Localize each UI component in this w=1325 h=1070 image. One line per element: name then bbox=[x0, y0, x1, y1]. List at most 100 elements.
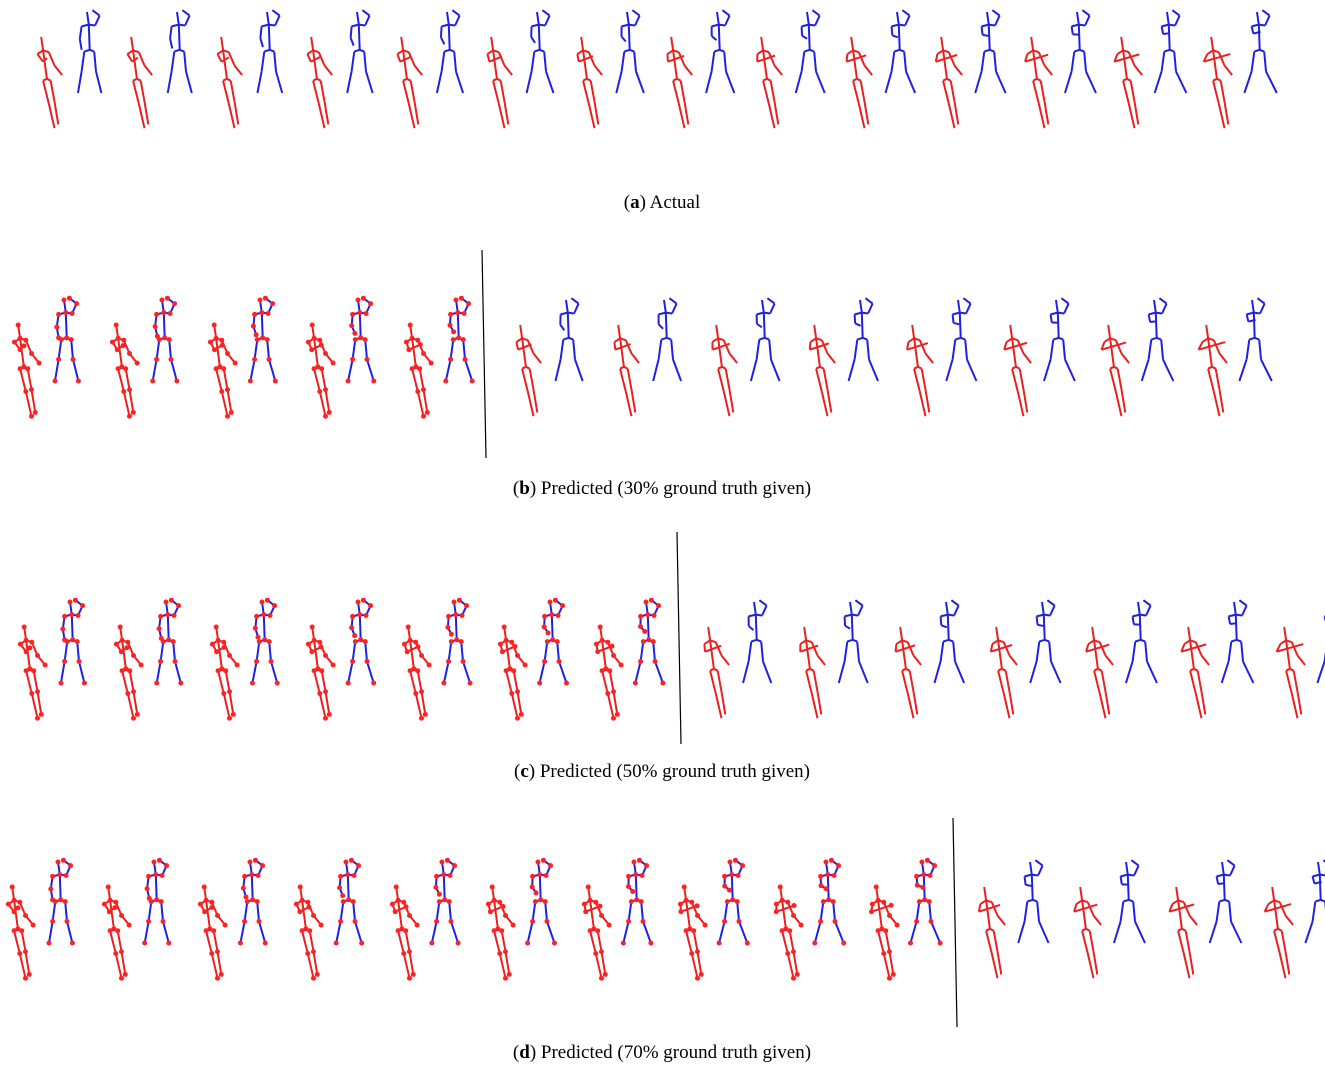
joint bbox=[352, 331, 357, 336]
bone bbox=[185, 16, 190, 26]
bone bbox=[810, 669, 814, 671]
joint bbox=[537, 681, 542, 686]
joint bbox=[75, 639, 80, 644]
bone bbox=[1133, 642, 1136, 662]
bone bbox=[252, 875, 253, 900]
bone bbox=[954, 606, 959, 616]
joint bbox=[646, 637, 651, 642]
bone bbox=[1280, 902, 1286, 915]
bone bbox=[1065, 71, 1072, 93]
bone bbox=[228, 390, 232, 413]
joint bbox=[639, 899, 644, 904]
bone bbox=[1100, 694, 1106, 719]
joint bbox=[515, 689, 520, 694]
bone bbox=[1072, 25, 1079, 27]
bone bbox=[222, 392, 228, 417]
bone bbox=[905, 16, 910, 26]
bone bbox=[1167, 12, 1169, 25]
bone bbox=[704, 644, 705, 652]
bone bbox=[982, 25, 989, 27]
bone bbox=[1252, 300, 1254, 313]
joint bbox=[23, 389, 28, 394]
bone bbox=[908, 694, 914, 719]
bone bbox=[1156, 313, 1157, 338]
bone bbox=[22, 931, 26, 952]
bone bbox=[1088, 902, 1094, 915]
bone bbox=[491, 37, 493, 50]
joint bbox=[317, 338, 322, 343]
bone bbox=[442, 52, 445, 72]
bone bbox=[822, 392, 828, 417]
joint bbox=[73, 598, 78, 603]
bone bbox=[1178, 931, 1184, 954]
bone bbox=[1208, 369, 1214, 392]
bone bbox=[82, 25, 89, 27]
joint bbox=[162, 335, 167, 340]
bone bbox=[664, 300, 666, 313]
bone bbox=[953, 314, 954, 323]
bone bbox=[963, 298, 970, 303]
bone bbox=[450, 50, 455, 52]
joint bbox=[443, 379, 448, 384]
bone bbox=[941, 642, 944, 662]
bone bbox=[353, 642, 356, 662]
bone bbox=[587, 79, 591, 81]
bone bbox=[621, 37, 625, 42]
joint bbox=[533, 899, 538, 904]
bone bbox=[802, 52, 805, 72]
bone bbox=[751, 359, 757, 381]
bone bbox=[182, 10, 189, 15]
joint bbox=[586, 885, 591, 890]
joint bbox=[209, 905, 214, 910]
bone bbox=[1211, 37, 1213, 50]
bone bbox=[804, 627, 806, 640]
bone bbox=[1254, 50, 1259, 52]
joint bbox=[331, 361, 336, 366]
bone bbox=[1229, 902, 1231, 922]
joint bbox=[437, 899, 442, 904]
bone bbox=[1056, 300, 1058, 313]
joint bbox=[887, 949, 892, 954]
joint bbox=[198, 902, 203, 907]
joint bbox=[556, 613, 561, 618]
joint bbox=[881, 900, 886, 905]
joint bbox=[455, 310, 460, 315]
joint bbox=[649, 598, 654, 603]
bone bbox=[206, 900, 210, 929]
bone bbox=[953, 313, 960, 315]
bone bbox=[274, 52, 276, 72]
bone bbox=[1164, 50, 1169, 52]
bone bbox=[270, 50, 275, 52]
bone bbox=[55, 66, 63, 76]
joint bbox=[346, 681, 351, 686]
bone bbox=[1198, 671, 1202, 692]
joint bbox=[611, 689, 616, 694]
bone bbox=[546, 71, 553, 93]
bone bbox=[653, 642, 655, 662]
bone bbox=[534, 50, 539, 52]
bone bbox=[671, 37, 673, 50]
bone bbox=[1286, 916, 1294, 926]
joint bbox=[350, 659, 355, 664]
bone bbox=[828, 354, 836, 364]
joint bbox=[357, 310, 362, 315]
bone bbox=[500, 954, 506, 979]
bone bbox=[1210, 921, 1217, 943]
joint bbox=[560, 603, 565, 608]
bone bbox=[1064, 304, 1069, 314]
joint bbox=[684, 898, 689, 903]
bone bbox=[635, 16, 640, 26]
joint bbox=[799, 923, 804, 928]
bone bbox=[257, 642, 260, 662]
bone bbox=[718, 369, 724, 392]
bone bbox=[1121, 37, 1123, 50]
bone bbox=[255, 340, 258, 360]
joint bbox=[114, 642, 119, 647]
bone bbox=[1094, 640, 1098, 669]
caption-part: ) Predicted (50% ground truth given) bbox=[529, 761, 810, 782]
bone bbox=[996, 627, 998, 640]
joint bbox=[818, 874, 823, 879]
joint bbox=[406, 347, 411, 352]
joint bbox=[352, 633, 357, 638]
joint bbox=[62, 298, 67, 303]
